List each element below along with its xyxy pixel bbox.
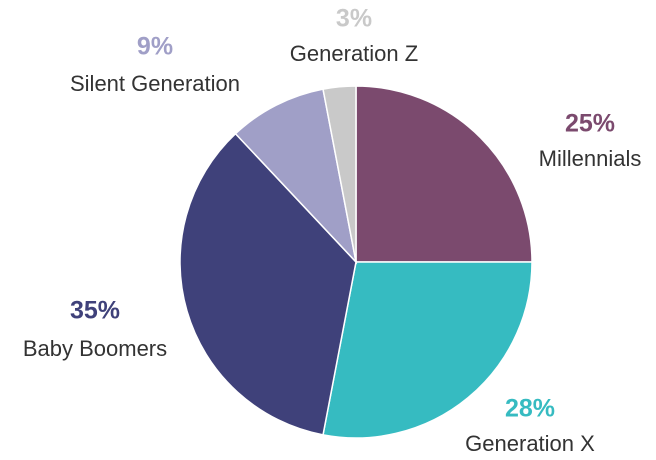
pie-slice <box>322 85 357 263</box>
pie-slice <box>355 85 533 263</box>
slice-percent: 9% <box>137 33 173 61</box>
slice-percent: 3% <box>336 5 372 33</box>
pie-slice <box>322 261 533 439</box>
pie-slice <box>234 88 358 265</box>
slice-percent: 25% <box>565 110 615 138</box>
slice-label: Silent Generation <box>70 71 240 96</box>
slice-label: Generation Z <box>290 41 418 66</box>
pie-slice <box>179 132 357 436</box>
slice-label: Millennials <box>539 146 642 171</box>
slice-label: Generation X <box>465 431 595 456</box>
slice-percent: 28% <box>505 395 555 423</box>
slice-label: Baby Boomers <box>23 336 167 361</box>
slice-percent: 35% <box>70 297 120 325</box>
